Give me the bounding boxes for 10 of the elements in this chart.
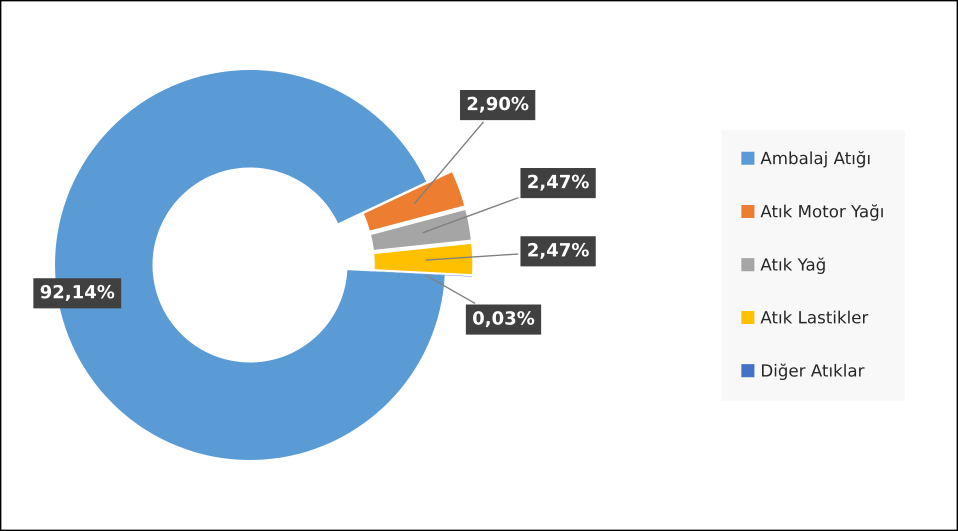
legend-label: Diğer Atıklar [762, 363, 864, 380]
data-label: 2,90% [468, 96, 528, 113]
legend-label: Ambalaj Atığı [760, 150, 870, 168]
data-label: 2,47% [528, 242, 589, 259]
data-label: 92,14% [40, 284, 114, 301]
legend-label: Atık Yağ [760, 257, 825, 274]
data-label: 0,03% [473, 311, 534, 328]
data-label: 2,47% [528, 174, 589, 191]
legend-label: Atık Lastikler [760, 310, 868, 324]
legend-label: Atık Motor Yağı [760, 204, 883, 221]
